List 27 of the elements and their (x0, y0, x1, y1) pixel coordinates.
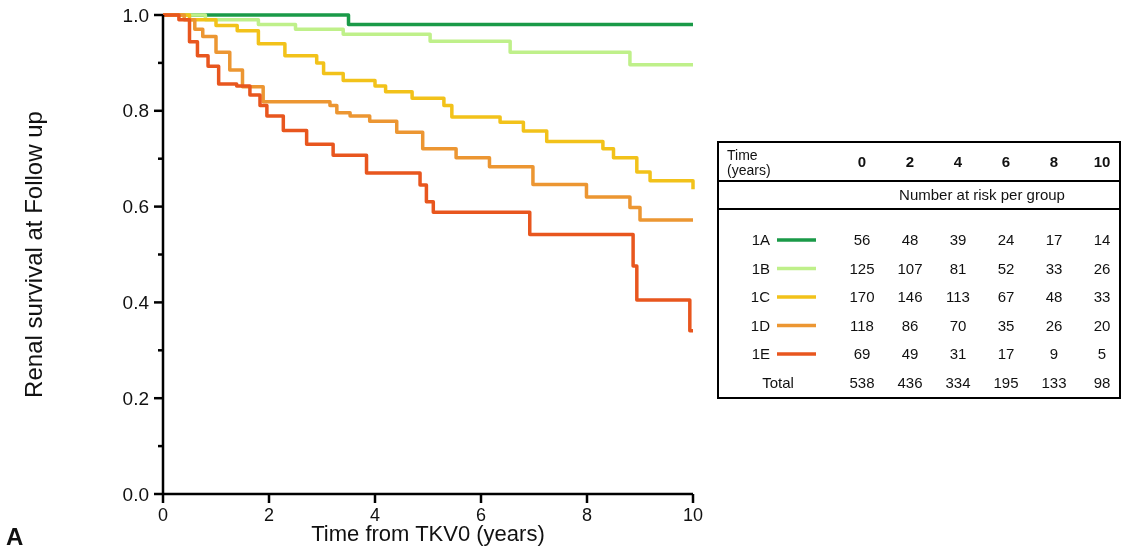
legend-label: 1C (750, 288, 771, 306)
x-tick-label: 10 (682, 505, 704, 525)
text: 69 49 31 17 9 5 (853, 345, 1107, 363)
y-tick-label: 0.6 (122, 196, 149, 218)
y-tick-label: 0.2 (122, 387, 149, 409)
y-tick-label: 0.0 (122, 483, 149, 505)
x-tick-label: 0 (157, 505, 169, 525)
y-axis-title: Renal survival at Follow up (20, 111, 47, 398)
legend-label: 1E (751, 345, 770, 363)
text: 56 48 39 24 17 14 (853, 231, 1111, 249)
text: 538 436 334 195 133 98 (849, 373, 1111, 391)
legend-label: 1D (750, 316, 771, 334)
y-tick-label: 1.0 (122, 4, 149, 26)
text: A (6, 523, 24, 547)
legend-label: 1B (751, 259, 770, 277)
text: 118 86 70 35 26 20 (850, 316, 1111, 334)
text: Time (years) (727, 147, 771, 178)
text: Number at risk per group (899, 186, 1065, 203)
legend-label: 1A (751, 231, 770, 249)
text: Total (762, 373, 794, 391)
text: 170 146 113 67 48 33 (849, 288, 1111, 306)
y-tick-label: 0.4 (122, 292, 150, 314)
x-tick-label: 2 (263, 505, 275, 525)
text: 125 107 81 52 33 26 (849, 259, 1111, 277)
text: 0 2 4 6 8 10 (857, 153, 1111, 170)
x-tick-label: 8 (581, 505, 593, 525)
y-tick-label: 0.8 (122, 100, 149, 122)
